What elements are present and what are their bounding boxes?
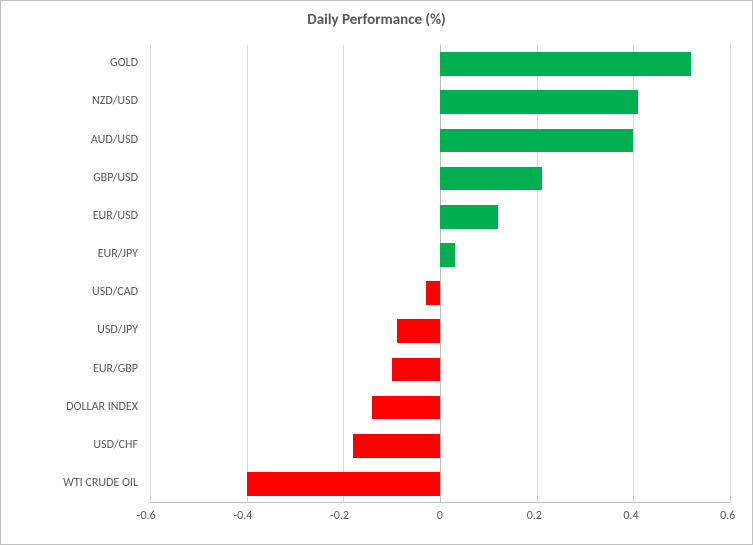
category-label: GBP/USD xyxy=(1,171,138,185)
bar xyxy=(440,90,638,114)
category-label: EUR/GBP xyxy=(1,362,138,376)
bar xyxy=(392,358,440,382)
x-tick-label: -0.4 xyxy=(233,509,252,523)
bar xyxy=(426,281,441,305)
x-tick-label: -0.6 xyxy=(137,509,156,523)
x-tick-label: -0.2 xyxy=(330,509,349,523)
plot-area xyxy=(150,45,730,503)
bar xyxy=(440,167,542,191)
gridline xyxy=(150,45,151,503)
bar xyxy=(372,396,440,420)
category-label: DOLLAR INDEX xyxy=(1,400,138,414)
gridline xyxy=(730,45,731,503)
bar xyxy=(440,243,455,267)
bar xyxy=(353,434,440,458)
bar xyxy=(440,129,633,153)
category-label: AUD/USD xyxy=(1,133,138,147)
category-label: EUR/JPY xyxy=(1,247,138,261)
category-label: USD/CHF xyxy=(1,438,138,452)
category-label: USD/JPY xyxy=(1,323,138,337)
category-label: NZD/USD xyxy=(1,94,138,108)
gridline xyxy=(247,45,248,503)
category-label: EUR/USD xyxy=(1,209,138,223)
bar xyxy=(440,52,691,76)
bar xyxy=(247,472,440,496)
x-tick-label: 0 xyxy=(437,509,443,523)
x-tick-label: 0.6 xyxy=(720,509,735,523)
chart-title: Daily Performance (%) xyxy=(1,11,752,29)
category-label: USD/CAD xyxy=(1,285,138,299)
x-tick-label: 0.4 xyxy=(623,509,638,523)
gridline xyxy=(343,45,344,503)
category-label: GOLD xyxy=(1,56,138,70)
bar xyxy=(397,319,441,343)
x-tick-label: 0.2 xyxy=(527,509,542,523)
bar xyxy=(440,205,498,229)
category-label: WTI CRUDE OIL xyxy=(1,476,138,490)
daily-performance-chart: Daily Performance (%) -0.6 -0.4 -0.2 0 0.2 0.… xyxy=(0,0,753,545)
